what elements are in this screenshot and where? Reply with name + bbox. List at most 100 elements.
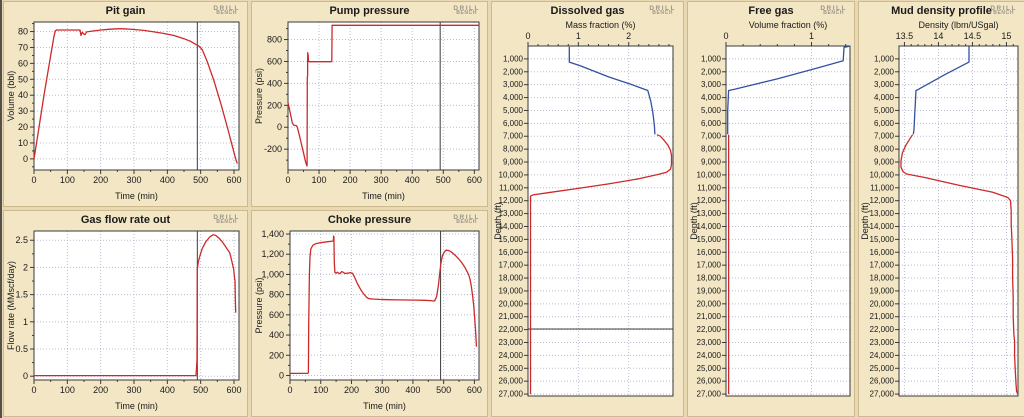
svg-text:Time (min): Time (min) [362, 191, 405, 201]
svg-text:500: 500 [436, 385, 451, 395]
svg-text:1,400: 1,400 [261, 229, 284, 239]
svg-text:27,000: 27,000 [870, 390, 895, 399]
svg-text:27,000: 27,000 [697, 390, 722, 399]
svg-text:600: 600 [267, 56, 282, 66]
svg-text:15,000: 15,000 [499, 235, 524, 244]
svg-text:2,000: 2,000 [503, 67, 524, 76]
panel-choke-pressure: Choke pressure DRILL BENCH 0 100 200 300 400 5… [251, 210, 488, 417]
logo-text-drill: DRILL [213, 214, 240, 221]
chart-title: Mud density profile [891, 5, 992, 17]
svg-text:300: 300 [126, 175, 141, 185]
drillbench-logo: DRILL BENCH [649, 5, 676, 16]
svg-text:300: 300 [375, 385, 390, 395]
svg-text:80: 80 [18, 27, 28, 37]
svg-text:Depth (ft): Depth (ft) [493, 202, 503, 240]
chart-title: Free gas [748, 5, 794, 17]
svg-text:100: 100 [313, 385, 328, 395]
svg-text:20: 20 [18, 122, 28, 132]
drillbench-logo: DRILL BENCH [213, 214, 240, 225]
svg-text:70: 70 [18, 42, 28, 52]
svg-text:Mass fraction (%): Mass fraction (%) [565, 20, 635, 30]
svg-text:0: 0 [285, 175, 290, 185]
svg-text:23,000: 23,000 [499, 338, 524, 347]
panel-free-gas: Free gas DRILL BENCH 0 1 1,000 2,000 3,000 4,0… [687, 1, 855, 417]
svg-text:22,000: 22,000 [870, 325, 895, 334]
panel-gas-flow-rate-out: Gas flow rate out DRILL BENCH 0 100 200 300 4… [3, 210, 248, 417]
svg-text:15: 15 [1001, 31, 1011, 41]
gas-flow-rate-out-chart: 0 100 200 300 400 500 600 0 0.5 1 1.5 2 2.5 Time (min… [6, 230, 242, 411]
svg-text:2: 2 [23, 262, 28, 272]
svg-text:23,000: 23,000 [697, 338, 722, 347]
svg-text:0: 0 [31, 385, 36, 395]
svg-text:0: 0 [723, 31, 728, 41]
svg-text:17,000: 17,000 [499, 261, 524, 270]
logo-text-bench: BENCH [456, 10, 478, 16]
svg-text:17,000: 17,000 [870, 261, 895, 270]
svg-text:500: 500 [193, 385, 208, 395]
logo-text-drill: DRILL [453, 214, 480, 221]
svg-text:13,000: 13,000 [697, 209, 722, 218]
svg-text:400: 400 [405, 175, 420, 185]
chart-title: Pump pressure [329, 5, 410, 17]
svg-text:14: 14 [933, 31, 943, 41]
svg-text:100: 100 [60, 175, 75, 185]
pit-gain-chart: 0 100 200 300 400 500 600 0 10 20 30 40 50 60 70 80 Time… [6, 21, 242, 201]
chart-title: Gas flow rate out [80, 214, 171, 226]
svg-text:10: 10 [18, 138, 28, 148]
svg-text:100: 100 [312, 175, 327, 185]
svg-text:0: 0 [277, 122, 282, 132]
svg-text:20,000: 20,000 [697, 299, 722, 308]
svg-text:400: 400 [160, 175, 175, 185]
svg-text:1: 1 [576, 31, 581, 41]
svg-text:10,000: 10,000 [697, 170, 722, 179]
svg-text:60: 60 [18, 58, 28, 68]
svg-text:600: 600 [467, 385, 482, 395]
drillbench-logo: DRILL BENCH [453, 5, 480, 16]
svg-text:3,000: 3,000 [701, 80, 722, 89]
svg-text:2,000: 2,000 [874, 67, 895, 76]
svg-text:6,000: 6,000 [701, 119, 722, 128]
svg-text:8,000: 8,000 [503, 145, 524, 154]
svg-text:16,000: 16,000 [870, 248, 895, 257]
svg-text:27,000: 27,000 [499, 390, 524, 399]
svg-text:200: 200 [267, 100, 282, 110]
svg-text:15,000: 15,000 [870, 235, 895, 244]
svg-text:4,000: 4,000 [874, 93, 895, 102]
svg-text:4,000: 4,000 [503, 93, 524, 102]
svg-text:6,000: 6,000 [503, 119, 524, 128]
svg-text:7,000: 7,000 [503, 132, 524, 141]
svg-text:7,000: 7,000 [874, 132, 895, 141]
svg-text:25,000: 25,000 [697, 364, 722, 373]
svg-text:1,000: 1,000 [261, 269, 284, 279]
svg-text:3,000: 3,000 [503, 80, 524, 89]
pump-pressure-chart: 0 100 200 300 400 500 600 -200 0 200 400 600 800 Time… [254, 21, 482, 201]
svg-text:Density (lbm/USgal): Density (lbm/USgal) [918, 20, 998, 30]
logo-text-drill: DRILL [820, 5, 847, 12]
svg-text:18,000: 18,000 [499, 274, 524, 283]
svg-text:1,200: 1,200 [261, 249, 284, 259]
svg-text:800: 800 [269, 290, 284, 300]
logo-text-bench: BENCH [993, 10, 1015, 16]
svg-text:200: 200 [343, 175, 358, 185]
svg-text:100: 100 [60, 385, 75, 395]
svg-text:6,000: 6,000 [874, 119, 895, 128]
svg-text:40: 40 [18, 90, 28, 100]
svg-text:800: 800 [267, 35, 282, 45]
svg-text:12,000: 12,000 [499, 196, 524, 205]
svg-text:1,000: 1,000 [701, 54, 722, 63]
drillbench-logo: DRILL BENCH [820, 5, 847, 16]
svg-text:15,000: 15,000 [697, 235, 722, 244]
svg-text:600: 600 [226, 385, 241, 395]
chart-title: Choke pressure [327, 214, 412, 226]
drillbench-logo: DRILL BENCH [453, 214, 480, 225]
svg-text:14.5: 14.5 [964, 31, 982, 41]
svg-text:1,000: 1,000 [874, 54, 895, 63]
logo-text-bench: BENCH [216, 10, 238, 16]
svg-text:18,000: 18,000 [870, 274, 895, 283]
svg-text:20,000: 20,000 [870, 299, 895, 308]
svg-text:0: 0 [23, 371, 28, 381]
svg-text:13,000: 13,000 [499, 209, 524, 218]
svg-text:14,000: 14,000 [870, 222, 895, 231]
svg-text:600: 600 [226, 175, 241, 185]
